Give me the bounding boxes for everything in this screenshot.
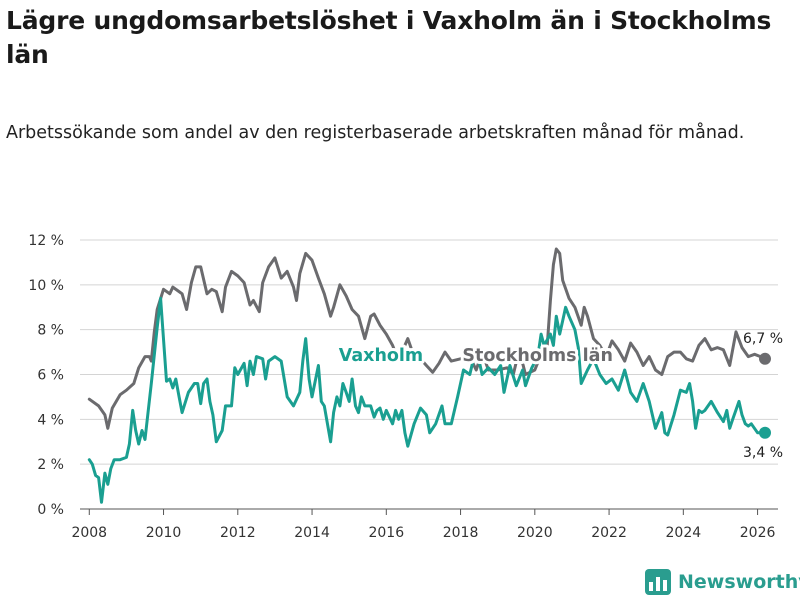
y-axis: 0 % 2 % 4 % 6 % 8 % 10 % 12 % [28,233,64,518]
series-line-vaxholm [87,296,767,504]
x-tick-label: 2026 [740,525,776,541]
x-tick-label: 2022 [591,525,627,541]
chart-subtitle: Arbetssökande som andel av den registerb… [6,123,745,143]
end-label-vaxholm: 3,4 % [743,445,783,461]
x-tick-label: 2018 [443,525,479,541]
x-tick-label: 2024 [666,525,702,541]
brand-name: Newsworthy [678,571,800,593]
x-tick-label: 2016 [368,525,404,541]
end-label-stockholm: 6,7 % [743,331,783,347]
y-tick-label: 6 % [37,368,64,384]
y-tick-label: 2 % [37,457,64,473]
series-line-stockholm [87,247,767,430]
gridlines [80,239,778,510]
series-label-halo: Stockholms län [462,346,613,366]
x-tick-label: 2010 [146,525,182,541]
x-tick-label: 2012 [220,525,256,541]
newsworthy-logo[interactable]: Newsworthy [645,567,800,597]
series-lines [87,247,772,504]
y-tick-label: 10 % [28,278,64,294]
y-tick-label: 12 % [28,233,64,249]
x-tick-label: 2014 [294,525,330,541]
y-tick-label: 8 % [37,323,64,339]
bar-chart-logo-icon [645,569,671,595]
chart-title: Lägre ungdomsarbetslöshet i Vaxholm än i… [6,6,772,69]
series-label-vaxholm: Vaxholm [339,346,423,366]
y-tick-label: 4 % [37,412,64,428]
series-label-stockholm: Stockholms län [462,346,613,366]
series-label-halo: Vaxholm [339,346,423,366]
end-point-stockholm [759,352,772,365]
x-axis: 2008 2010 2012 2014 2016 2018 2020 2022 2024 2026 [71,509,775,541]
y-tick-label: 0 % [37,502,64,518]
x-tick-label: 2008 [71,525,107,541]
x-tick-label: 2020 [517,525,553,541]
end-point-vaxholm [759,426,772,439]
